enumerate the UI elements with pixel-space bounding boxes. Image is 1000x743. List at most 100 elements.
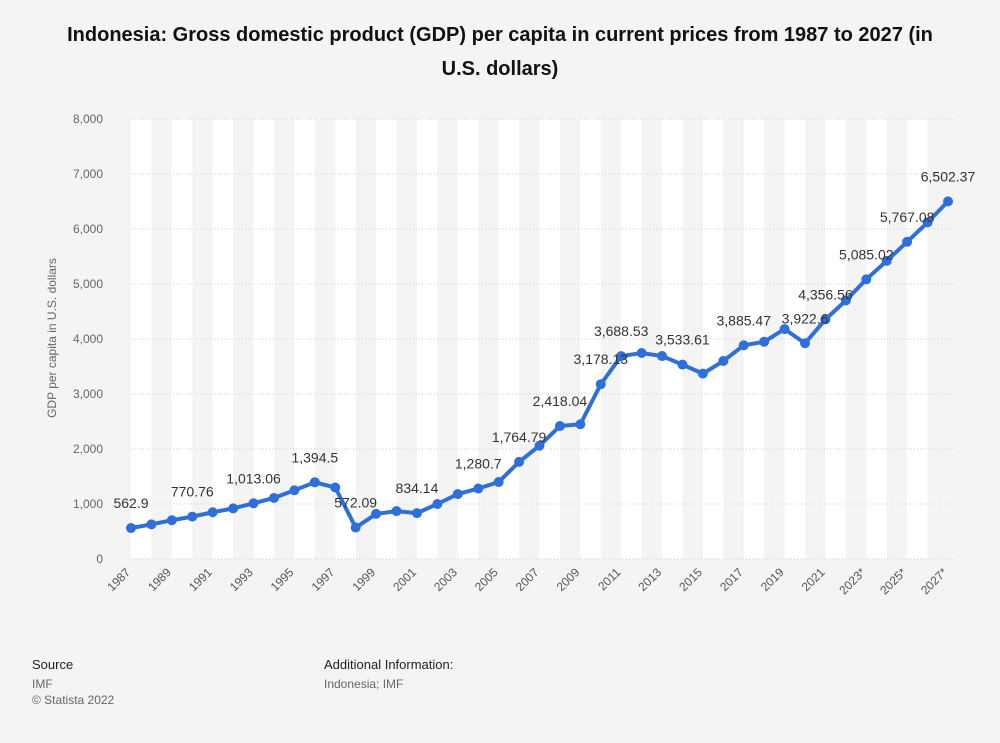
data-points	[126, 196, 953, 534]
data-point	[432, 499, 443, 509]
data-label: 5,767.08	[880, 209, 935, 225]
y-tick-label: 4,000	[73, 332, 103, 346]
data-label: 562.9	[113, 495, 148, 511]
y-tick-label: 7,000	[73, 167, 103, 181]
data-label: 834.14	[396, 480, 439, 496]
additional-info-text: Indonesia; IMF	[324, 677, 404, 691]
x-tick-label: 1989	[145, 565, 174, 594]
data-label: 770.76	[171, 484, 214, 500]
data-point	[534, 440, 545, 451]
data-point	[452, 489, 463, 500]
data-point	[391, 506, 402, 517]
data-point	[575, 419, 586, 430]
data-point	[738, 340, 749, 351]
x-tick-label: 2027*	[918, 565, 950, 597]
x-tick-label: 2001	[390, 565, 419, 594]
data-point	[677, 359, 688, 370]
data-point	[187, 511, 198, 522]
y-axis-ticks: 0 1,000 2,000 3,000 4,000 5,000 6,000 7,000 8,00…	[73, 112, 103, 566]
data-label: 3,688.53	[594, 323, 649, 339]
x-tick-label: 2023*	[836, 565, 868, 597]
data-label: 1,394.5	[291, 449, 338, 465]
data-point	[800, 338, 811, 349]
data-point	[289, 485, 300, 496]
data-label: 5,085.02	[839, 246, 894, 262]
x-tick-label: 1999	[349, 565, 378, 594]
y-tick-label: 3,000	[73, 387, 103, 401]
data-point	[697, 368, 708, 379]
x-tick-label: 1995	[268, 565, 297, 594]
data-label: 2,418.04	[533, 393, 588, 409]
plot-band	[743, 119, 765, 559]
data-point	[718, 356, 729, 366]
data-label: 1,764.79	[492, 429, 547, 445]
y-tick-label: 2,000	[73, 442, 103, 456]
data-labels: 562.9 770.76 1,013.06 1,394.5 572.09 834.14 1,…	[113, 168, 975, 511]
data-point	[473, 483, 484, 494]
data-point	[943, 196, 953, 207]
x-tick-label: 2007	[513, 565, 542, 594]
data-point	[616, 351, 627, 362]
data-point	[840, 295, 851, 306]
line-chart: 0 1,000 2,000 3,000 4,000 5,000 6,000 7,000 8,00…	[45, 112, 975, 597]
x-tick-label: 2003	[431, 565, 460, 594]
data-label: 1,013.06	[226, 470, 281, 486]
plot-band	[498, 119, 520, 559]
data-label: 3,922.6	[782, 310, 829, 326]
data-label: 3,178.13	[574, 351, 629, 367]
data-point	[902, 236, 913, 247]
data-label: 4,356.56	[798, 286, 853, 302]
data-point	[514, 456, 525, 467]
data-point	[330, 482, 341, 493]
x-axis-ticks: 1987 1989 1991 1993 1995 1997 1999 2001 2003 2005…	[104, 565, 950, 597]
data-label: 3,885.47	[717, 312, 772, 328]
data-point	[166, 515, 177, 526]
y-tick-label: 8,000	[73, 112, 103, 126]
data-label: 3,533.61	[655, 332, 710, 348]
x-tick-label: 1987	[104, 565, 133, 594]
copyright: © Statista 2022	[32, 693, 115, 707]
data-point	[371, 508, 382, 519]
data-point	[881, 255, 892, 266]
source-name: IMF	[32, 677, 53, 691]
data-point	[126, 523, 136, 534]
data-point	[350, 522, 361, 533]
data-point	[636, 348, 647, 359]
x-tick-label: 1997	[309, 565, 338, 594]
y-tick-label: 1,000	[73, 497, 103, 511]
y-tick-label: 6,000	[73, 222, 103, 236]
data-point	[595, 379, 606, 390]
x-tick-label: 2015	[676, 565, 705, 594]
x-tick-label: 2005	[472, 565, 501, 594]
data-point	[861, 274, 872, 285]
data-point	[228, 503, 239, 514]
x-tick-label: 2009	[554, 565, 583, 594]
y-axis-label: GDP per capita in U.S. dollars	[45, 258, 59, 418]
x-tick-label: 2017	[717, 565, 746, 594]
plot-band	[212, 119, 234, 559]
data-label: 6,502.37	[921, 168, 976, 184]
additional-info-heading: Additional Information:	[324, 657, 454, 672]
chart-title: Indonesia: Gross domestic product (GDP) …	[67, 24, 933, 80]
y-tick-label: 5,000	[73, 277, 103, 291]
x-tick-label: 2013	[635, 565, 664, 594]
data-point	[779, 324, 790, 335]
source-block: Source IMF © Statista 2022	[32, 657, 114, 708]
data-point	[309, 477, 320, 488]
data-point	[411, 508, 422, 519]
data-point	[146, 519, 157, 530]
data-point	[268, 492, 279, 503]
x-tick-label: 1993	[227, 565, 256, 594]
data-label: 572.09	[334, 495, 377, 511]
data-point	[554, 421, 565, 432]
data-point	[493, 477, 504, 487]
data-point	[248, 498, 259, 509]
source-heading: Source	[32, 657, 74, 672]
x-tick-label: 2019	[758, 565, 787, 594]
additional-info-block: Additional Information: Indonesia; IMF	[324, 657, 453, 692]
x-tick-label: 2025*	[877, 565, 909, 597]
x-tick-label: 1991	[186, 565, 215, 594]
data-point	[207, 507, 218, 518]
y-tick-label: 0	[96, 552, 103, 566]
x-tick-label: 2011	[595, 565, 623, 593]
